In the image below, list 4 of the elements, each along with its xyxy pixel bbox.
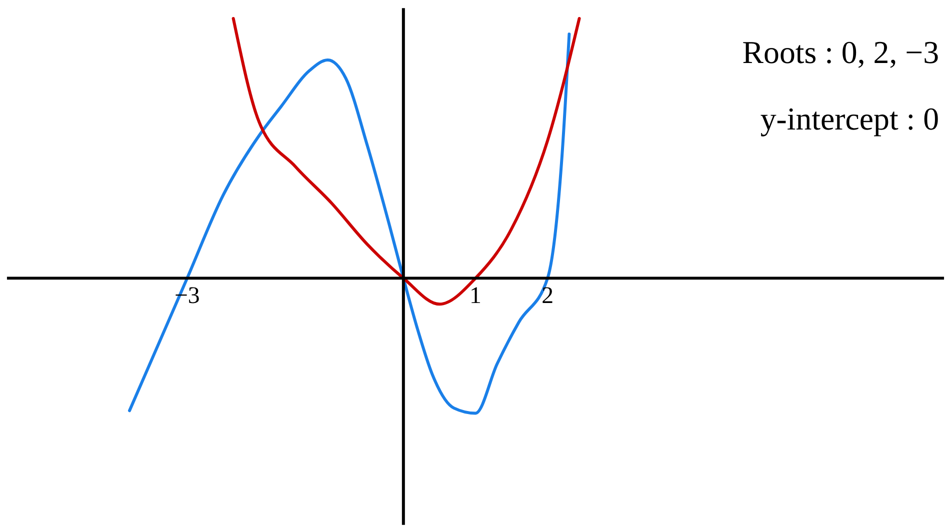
x-tick-label: 1 [470,283,482,310]
annotation: Roots : 0, 2, −3 [742,34,940,70]
x-tick-label: 2 [542,283,554,310]
annotation: y-intercept : 0 [760,102,940,137]
